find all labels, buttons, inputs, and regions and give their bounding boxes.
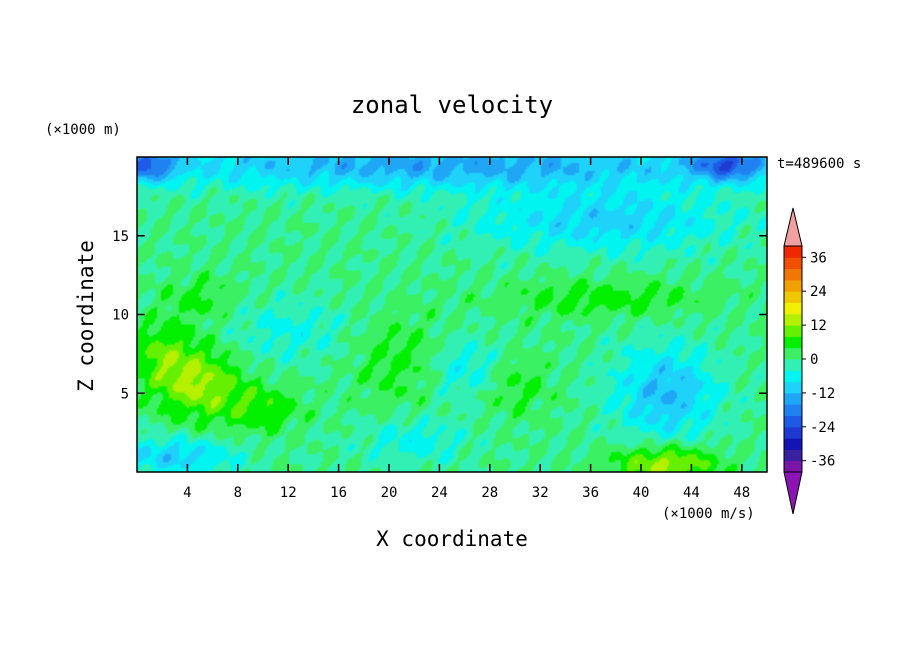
chart-title: zonal velocity xyxy=(351,91,553,119)
x-tick-label: 12 xyxy=(280,485,297,501)
colorbar-under-arrow xyxy=(783,471,803,515)
colorbar-bin xyxy=(784,370,802,383)
x-tick-label: 4 xyxy=(183,485,191,501)
y-tick-label: 10 xyxy=(112,308,129,324)
colorbar-tick-label: -36 xyxy=(810,454,835,470)
x-tick-label: 40 xyxy=(633,485,650,501)
colorbar: 36 24 12 0 -12 -24 -36 xyxy=(783,207,835,515)
colorbar-tick-label: 0 xyxy=(810,352,818,368)
colorbar-bin xyxy=(784,246,802,258)
colorbar-bin xyxy=(784,257,802,270)
x-tick-label: 24 xyxy=(431,485,448,501)
y-axis-label: Z coordinate xyxy=(74,240,98,392)
x-unit-label: (×1000 m/s) xyxy=(662,506,755,522)
x-tick-label: 36 xyxy=(582,485,599,501)
colorbar-bin xyxy=(784,359,802,371)
colorbar-bin xyxy=(784,449,802,462)
y-tick-label: 15 xyxy=(112,229,129,245)
colorbar-bin xyxy=(784,347,802,360)
x-tick-label: 28 xyxy=(481,485,498,501)
colorbar-bin xyxy=(784,325,802,337)
time-label: t=489600 s xyxy=(777,156,861,172)
x-tick-label: 48 xyxy=(733,485,750,501)
colorbar-tick-label: -24 xyxy=(810,420,835,436)
x-tick-label: 16 xyxy=(330,485,347,501)
x-tick-label: 20 xyxy=(381,485,398,501)
colorbar-bin xyxy=(784,438,802,450)
colorbar-bin xyxy=(784,313,802,326)
colorbar-bin xyxy=(784,336,802,349)
colorbar-bin xyxy=(784,302,802,315)
colorbar-tick-label: 24 xyxy=(810,284,827,300)
colorbar-over-arrow xyxy=(783,207,803,247)
x-tick-label: 8 xyxy=(234,485,242,501)
colorbar-bin xyxy=(784,392,802,405)
colorbar-bin xyxy=(784,460,802,473)
colorbar-tick-label: 12 xyxy=(810,318,827,334)
colorbar-bin xyxy=(784,404,802,416)
colorbar-bin xyxy=(784,415,802,428)
colorbar-bin xyxy=(784,279,802,292)
y-unit-label: (×1000 m) xyxy=(45,122,121,138)
x-tick-label: 44 xyxy=(683,485,700,501)
colorbar-bin xyxy=(784,381,802,394)
x-axis-label: X coordinate xyxy=(376,527,528,551)
velocity-field xyxy=(137,157,767,472)
colorbar-tick-label: 36 xyxy=(810,250,827,266)
colorbar-bin xyxy=(784,291,802,303)
colorbar-bin xyxy=(784,426,802,439)
plot-area xyxy=(136,156,768,473)
y-tick-label: 5 xyxy=(121,386,129,402)
colorbar-bin xyxy=(784,268,802,281)
colorbar-tick-label: -12 xyxy=(810,386,835,402)
x-tick-label: 32 xyxy=(532,485,549,501)
